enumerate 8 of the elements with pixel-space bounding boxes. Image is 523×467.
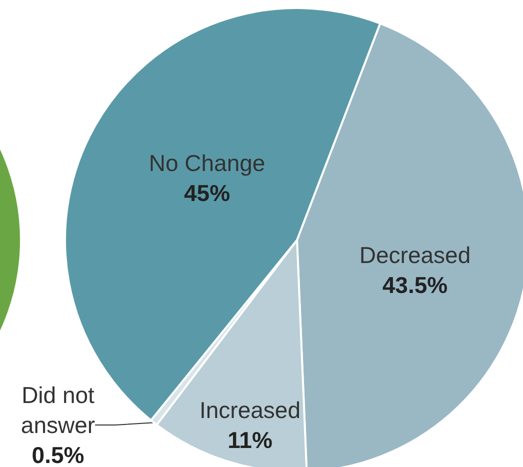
slice-label: Did not answer xyxy=(20,382,96,438)
slice-label: Decreased xyxy=(359,242,471,268)
data-label: 43.5% xyxy=(382,272,448,298)
slice-label: No Change xyxy=(148,150,266,176)
data-label: 11% xyxy=(228,427,272,453)
slice-label: Increased xyxy=(199,397,301,423)
data-label: 0.5% xyxy=(32,442,84,467)
data-label: 45% xyxy=(184,180,230,206)
